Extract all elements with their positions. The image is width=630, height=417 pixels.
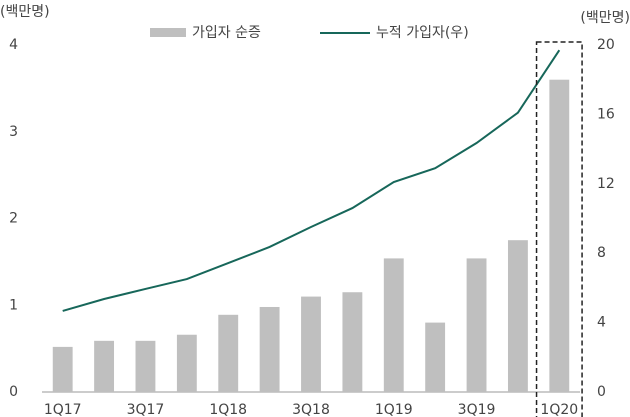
x-tick-label: 1Q17 (44, 402, 82, 417)
bar (342, 292, 363, 392)
y2-axis-label: (백만명) (580, 10, 630, 26)
bar (549, 79, 570, 392)
x-tick-label: 1Q20 (540, 402, 578, 417)
bar (507, 240, 528, 392)
line (62, 49, 561, 312)
legend-label: 가입자 순증 (192, 25, 261, 41)
bar (259, 306, 280, 392)
y2-tick-label: 4 (597, 315, 606, 331)
legend-swatch (150, 28, 186, 37)
y-tick-label: 0 (9, 384, 18, 400)
y2-tick-label: 8 (597, 245, 606, 261)
bar (301, 296, 321, 392)
bar (135, 340, 156, 392)
bar (52, 346, 73, 392)
highlight-box (535, 41, 583, 417)
x-tick-label: 1Q18 (209, 402, 247, 417)
bar (466, 258, 487, 392)
x-tick-label: 3Q17 (127, 402, 165, 417)
y-tick-label: 2 (9, 211, 18, 227)
x-tick-label: 3Q18 (292, 402, 330, 417)
legend-label: 누적 가입자(우) (376, 25, 469, 41)
y-tick-label: 1 (9, 297, 18, 313)
y-axis-label: (백만명) (0, 4, 50, 20)
bar (94, 340, 115, 392)
bar (425, 322, 446, 392)
y-tick-label: 3 (9, 124, 18, 140)
y-tick-label: 4 (9, 37, 18, 53)
y2-tick-label: 0 (597, 384, 606, 400)
y2-tick-label: 12 (597, 176, 615, 192)
y2-tick-label: 20 (597, 37, 615, 53)
bar (218, 314, 239, 392)
bar (383, 258, 404, 392)
x-tick-label: 1Q19 (375, 402, 413, 417)
x-tick-label: 3Q19 (458, 402, 496, 417)
bar (176, 334, 197, 392)
y2-tick-label: 16 (597, 106, 615, 122)
